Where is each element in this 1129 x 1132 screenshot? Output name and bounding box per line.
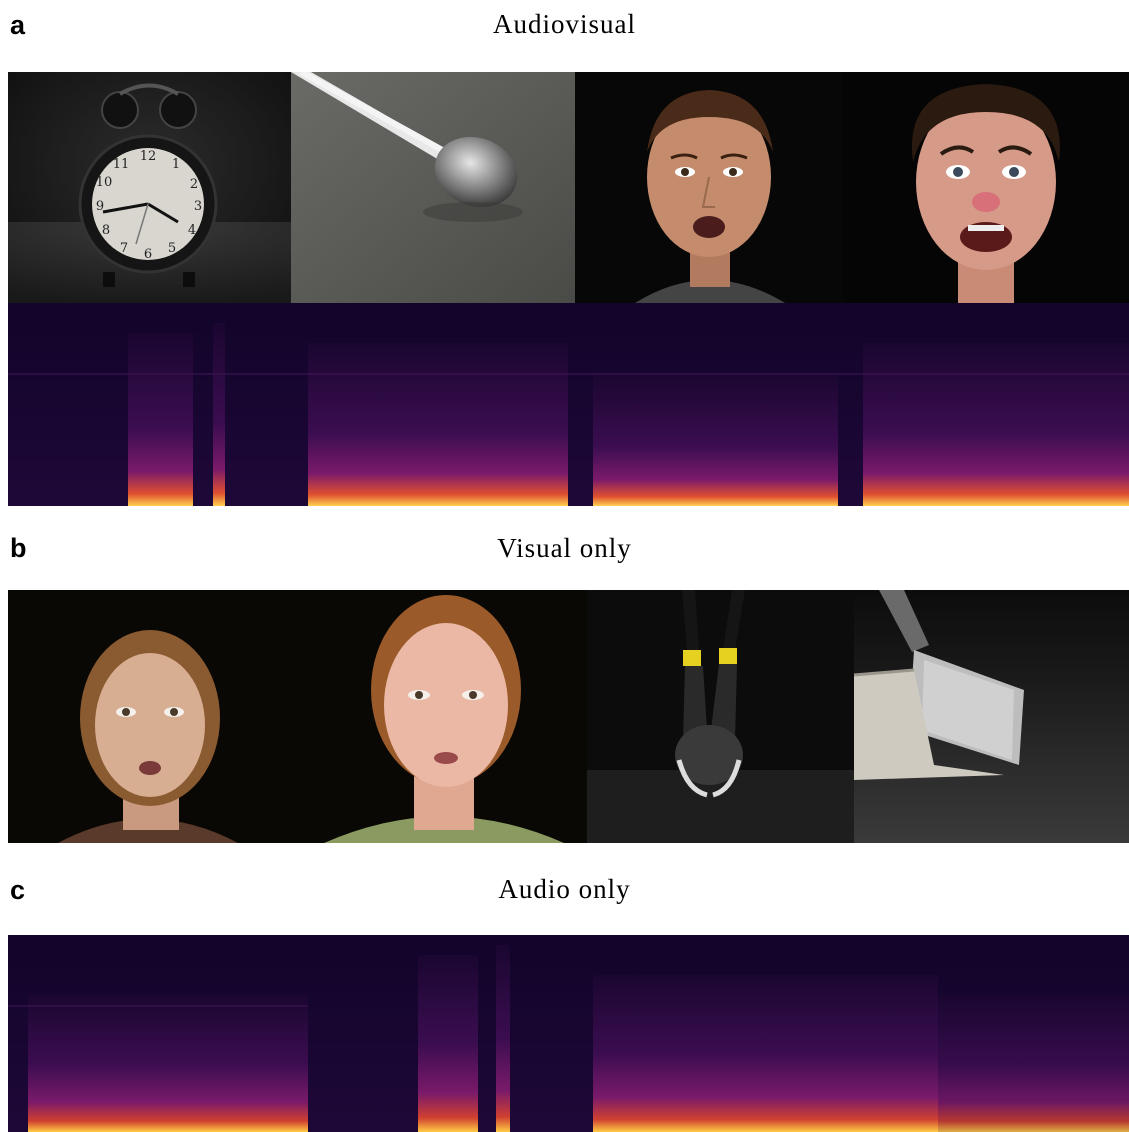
svg-text:2: 2 bbox=[190, 177, 198, 192]
visual-only-image-row bbox=[8, 590, 1129, 843]
svg-text:5: 5 bbox=[168, 241, 176, 256]
panel-letter-b: b bbox=[10, 533, 27, 563]
svg-text:3: 3 bbox=[194, 199, 202, 214]
woman-face-image bbox=[8, 590, 304, 843]
svg-text:6: 6 bbox=[144, 247, 152, 262]
svg-text:4: 4 bbox=[188, 223, 196, 238]
audiovisual-spectrogram bbox=[8, 303, 1129, 506]
panel-title-audiovisual: Audiovisual bbox=[493, 9, 636, 39]
young-man-face-image bbox=[843, 72, 1129, 303]
svg-text:12: 12 bbox=[140, 149, 157, 164]
panel-letter-a: a bbox=[10, 10, 26, 40]
panel-letter-c: c bbox=[10, 875, 26, 905]
svg-text:8: 8 bbox=[102, 223, 110, 238]
panel-title-audio-only: Audio only bbox=[498, 874, 631, 904]
svg-text:7: 7 bbox=[120, 241, 128, 256]
pincers-image bbox=[587, 590, 854, 843]
svg-text:11: 11 bbox=[113, 157, 130, 172]
man-face-image bbox=[575, 72, 843, 303]
brush-dustpan-image bbox=[854, 590, 1129, 843]
audio-only-spectrogram bbox=[8, 935, 1129, 1132]
spoon-image bbox=[291, 72, 575, 303]
woman-face-2-image bbox=[304, 590, 587, 843]
panel-title-visual-only: Visual only bbox=[497, 533, 632, 563]
svg-text:9: 9 bbox=[96, 199, 104, 214]
svg-text:1: 1 bbox=[172, 157, 180, 172]
svg-text:10: 10 bbox=[96, 175, 113, 190]
